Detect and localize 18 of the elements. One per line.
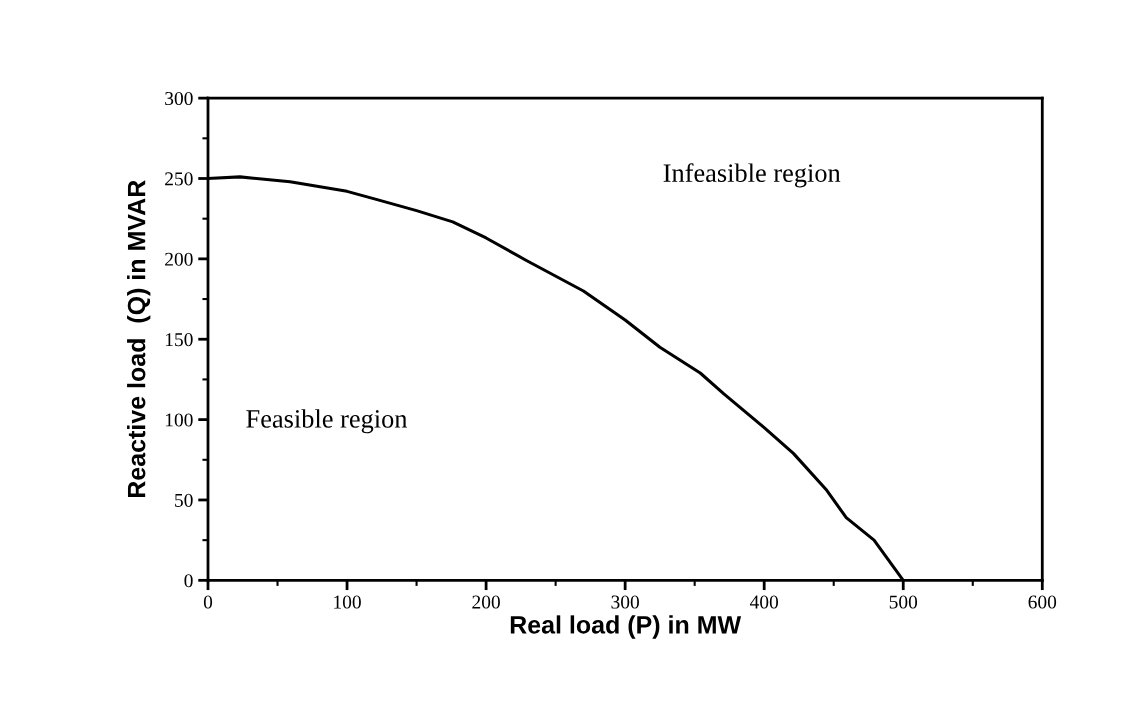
y-tick-label: 150 [165, 333, 193, 347]
y-tick-label: 100 [165, 413, 193, 427]
x-axis-title: Real load (P) in MW [510, 615, 742, 639]
x-tick-label: 0 [203, 595, 213, 609]
y-tick-label: 300 [165, 91, 193, 106]
y-axis-title: Reactive load (Q) in MVAR [127, 180, 151, 498]
x-tick-label: 200 [472, 595, 500, 609]
y-tick-label: 250 [165, 172, 193, 186]
annotation: Feasible region [246, 409, 408, 434]
x-tick-label: 300 [611, 595, 639, 609]
y-tick-label: 200 [165, 252, 193, 266]
x-tick-label: 400 [749, 595, 779, 609]
annotation: Infeasible region [663, 163, 841, 188]
x-tick-label: 500 [889, 595, 918, 609]
x-tick-label: 100 [334, 595, 361, 609]
x-tick-label: 600 [1028, 595, 1057, 609]
y-tick-label: 0 [184, 574, 193, 588]
y-tick-label: 50 [175, 493, 193, 507]
